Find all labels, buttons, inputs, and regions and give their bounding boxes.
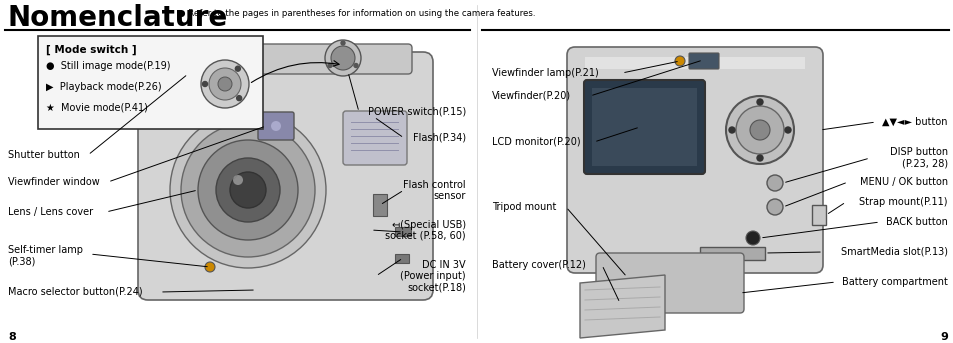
Text: ★  Movie mode(P.41): ★ Movie mode(P.41) bbox=[46, 103, 148, 113]
Circle shape bbox=[784, 127, 790, 133]
Circle shape bbox=[198, 140, 297, 240]
Text: Viewfinder window: Viewfinder window bbox=[8, 177, 100, 187]
Circle shape bbox=[725, 96, 793, 164]
Circle shape bbox=[236, 96, 241, 100]
Bar bbox=[38, 36, 263, 129]
Circle shape bbox=[205, 262, 214, 272]
Text: Battery cover(P.12): Battery cover(P.12) bbox=[492, 260, 585, 270]
Bar bbox=[395, 254, 409, 263]
Bar bbox=[700, 247, 764, 260]
FancyBboxPatch shape bbox=[343, 111, 407, 165]
Circle shape bbox=[354, 63, 357, 68]
Text: Nomenclature: Nomenclature bbox=[8, 4, 228, 32]
Circle shape bbox=[757, 99, 762, 105]
Text: LCD monitor(P.20): LCD monitor(P.20) bbox=[492, 137, 580, 147]
Text: POWER switch(P.15): POWER switch(P.15) bbox=[367, 107, 465, 117]
Circle shape bbox=[745, 231, 760, 245]
Circle shape bbox=[218, 77, 232, 91]
Circle shape bbox=[185, 47, 207, 69]
Bar bbox=[811, 205, 825, 225]
Text: Battery compartment: Battery compartment bbox=[841, 277, 947, 287]
Circle shape bbox=[189, 51, 203, 65]
Circle shape bbox=[325, 40, 360, 76]
Text: Lens / Lens cover: Lens / Lens cover bbox=[8, 207, 93, 217]
Circle shape bbox=[271, 121, 281, 131]
FancyBboxPatch shape bbox=[566, 47, 822, 273]
Bar bbox=[373, 194, 387, 216]
Text: Self-timer lamp: Self-timer lamp bbox=[8, 245, 83, 255]
FancyBboxPatch shape bbox=[159, 44, 412, 74]
Circle shape bbox=[215, 158, 280, 222]
Text: DC IN 3V: DC IN 3V bbox=[422, 260, 465, 270]
Circle shape bbox=[675, 56, 684, 66]
Text: Flash control: Flash control bbox=[403, 180, 465, 190]
Circle shape bbox=[170, 112, 326, 268]
Circle shape bbox=[619, 270, 634, 284]
Circle shape bbox=[233, 175, 243, 185]
Circle shape bbox=[235, 66, 240, 71]
Bar bbox=[584, 57, 804, 69]
Text: 8: 8 bbox=[8, 332, 16, 342]
Circle shape bbox=[328, 63, 332, 68]
Text: sensor: sensor bbox=[434, 191, 465, 201]
Text: Tripod mount: Tripod mount bbox=[492, 202, 556, 212]
Circle shape bbox=[757, 155, 762, 161]
Text: Strap mount(P.11): Strap mount(P.11) bbox=[859, 197, 947, 207]
Text: Shutter button: Shutter button bbox=[8, 150, 80, 160]
Text: Macro selector button(P.24): Macro selector button(P.24) bbox=[8, 287, 143, 297]
Circle shape bbox=[230, 172, 266, 208]
Circle shape bbox=[766, 199, 782, 215]
Text: Viewfinder lamp(P.21): Viewfinder lamp(P.21) bbox=[492, 68, 598, 78]
Circle shape bbox=[340, 41, 345, 45]
Text: socket (P.58, 60): socket (P.58, 60) bbox=[385, 231, 465, 241]
Text: ▶  Playback mode(P.26): ▶ Playback mode(P.26) bbox=[46, 82, 161, 92]
Bar bbox=[592, 88, 697, 166]
Polygon shape bbox=[579, 275, 664, 338]
Circle shape bbox=[735, 106, 783, 154]
Text: Flash(P.34): Flash(P.34) bbox=[413, 133, 465, 143]
Text: (P.38): (P.38) bbox=[8, 256, 35, 266]
Text: ●  Still image mode(P.19): ● Still image mode(P.19) bbox=[46, 61, 171, 71]
Text: ● Refer to the pages in parentheses for information on using the camera features: ● Refer to the pages in parentheses for … bbox=[178, 10, 535, 19]
FancyBboxPatch shape bbox=[138, 52, 433, 300]
Text: ↤(Special USB): ↤(Special USB) bbox=[392, 220, 465, 230]
Text: SmartMedia slot(P.13): SmartMedia slot(P.13) bbox=[841, 247, 947, 257]
Circle shape bbox=[749, 120, 769, 140]
Text: DISP button: DISP button bbox=[889, 147, 947, 157]
Circle shape bbox=[181, 123, 314, 257]
Circle shape bbox=[728, 127, 734, 133]
Circle shape bbox=[201, 60, 249, 108]
FancyBboxPatch shape bbox=[596, 253, 743, 313]
Text: BACK button: BACK button bbox=[885, 217, 947, 227]
Circle shape bbox=[331, 46, 355, 70]
Text: ▲▼◄► button: ▲▼◄► button bbox=[882, 117, 947, 127]
Text: socket(P.18): socket(P.18) bbox=[407, 282, 465, 292]
Text: 9: 9 bbox=[939, 332, 947, 342]
FancyBboxPatch shape bbox=[688, 53, 719, 69]
Text: [ Mode switch ]: [ Mode switch ] bbox=[46, 45, 136, 55]
Text: (P.23, 28): (P.23, 28) bbox=[901, 158, 947, 168]
FancyBboxPatch shape bbox=[257, 112, 294, 140]
FancyBboxPatch shape bbox=[583, 80, 704, 174]
Circle shape bbox=[209, 68, 241, 100]
Text: (Power input): (Power input) bbox=[400, 271, 465, 281]
Circle shape bbox=[202, 82, 208, 86]
Text: MENU / OK button: MENU / OK button bbox=[859, 177, 947, 187]
Bar bbox=[395, 227, 411, 236]
Text: Viewfinder(P.20): Viewfinder(P.20) bbox=[492, 91, 571, 101]
Circle shape bbox=[766, 175, 782, 191]
